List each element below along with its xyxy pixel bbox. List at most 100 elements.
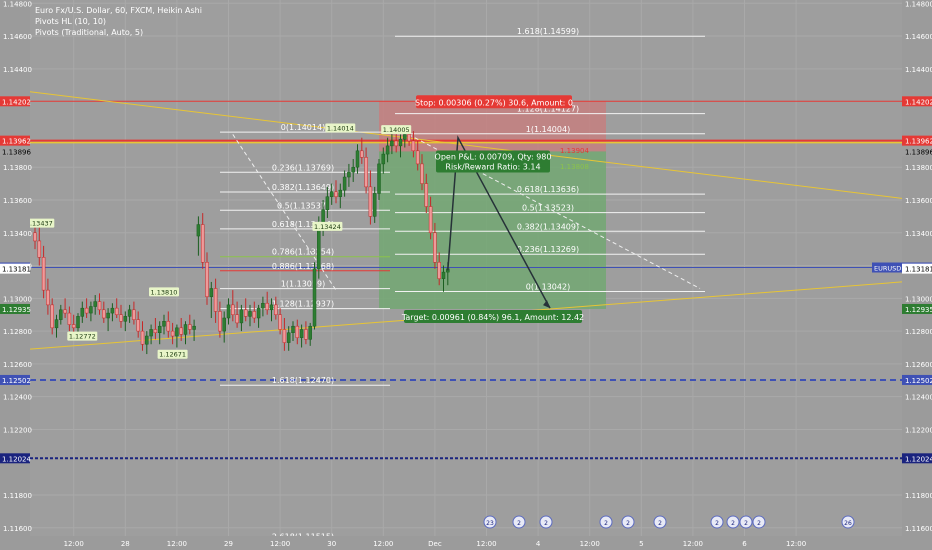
time-tick-label: 12:00 [683,540,703,548]
candle-body [179,327,183,335]
candle-body [149,329,153,337]
fib-level-label: 0.382(1.13409) [517,222,579,231]
projection-arrowhead [543,300,550,309]
candle-body [256,307,261,319]
pnl-label-text: Open P&L: 0.00709, Qty: 980 [435,152,552,161]
time-tick-label: 29 [224,540,233,548]
price-badge [902,453,932,464]
candle-body [127,309,132,317]
event-marker-label: 2 [517,520,521,527]
left-price-axis [0,0,30,550]
candle-body [218,311,222,332]
price-badge-label: 1.13181 [905,266,932,274]
left-price-badge-label: 1.13962 [2,138,31,146]
time-tick-label: 12:00 [786,540,806,548]
time-tick-label: 4 [536,540,541,548]
fib-level-label: 1.128(1.14127) [517,105,579,114]
candle-body [183,324,188,335]
event-marker [653,515,667,529]
left-price-tick-label: 1.14600 [3,33,32,41]
price-badge [902,374,932,385]
price-badge [902,303,932,314]
fib-level-label: 1(1.14004) [526,125,570,134]
candle-body [157,325,162,333]
candle-body [106,312,110,319]
event-marker-label: 2 [757,520,761,527]
price-tick-label: 1.13800 [905,164,932,172]
candle-body [33,232,37,242]
candle-body [381,153,386,165]
candle-body [89,306,93,314]
fib-left-level-label: 0.236(1.13769) [272,163,334,172]
candle-body [63,309,67,314]
event-marker [483,515,497,529]
target-label-box [404,309,582,323]
candle-body [437,262,441,279]
candle-body [200,224,205,263]
candle-body [119,314,123,322]
event-marker [621,515,635,529]
price-tick-label: 1.11600 [905,525,932,533]
time-tick-label: 12:00 [64,540,84,548]
time-tick-label: 12:00 [167,540,187,548]
legend-title: Euro Fx/U.S. Dollar, 60, FXCM, Heikin As… [35,6,202,15]
candle-body [338,189,343,197]
left-price-badge-label: 1.12935 [2,306,31,314]
chart-legend: Euro Fx/U.S. Dollar, 60, FXCM, Heikin As… [35,5,202,38]
trendline-upper [29,91,903,199]
candle-body [97,301,102,311]
candle-body [317,224,321,270]
candle-body [398,139,403,147]
price-tick-label: 1.13000 [905,295,932,303]
price-badge [902,146,932,157]
pivot-label-text: 1.13810 [151,288,178,296]
pivot-label-text: 1.12671 [159,351,186,359]
price-badge-label: 1.12024 [905,455,932,463]
pivot-label-text: 1.12772 [69,333,96,341]
price-tick-label: 1.11800 [905,492,932,500]
event-marker-label: 2 [626,520,630,527]
candle-body [209,288,214,297]
candle-body [162,321,166,327]
candle-body [424,183,429,207]
candle-body [304,329,308,340]
left-price-tick-label: 1.14400 [3,66,32,74]
pivot-label-box [325,123,356,133]
price-axis [902,0,932,550]
left-price-badge [0,453,30,464]
candle-body [291,325,295,333]
candle-body [166,321,171,332]
candle-body [407,134,411,142]
candle-body [110,307,115,314]
event-marker [512,515,526,529]
left-price-tick-label: 1.13600 [3,197,32,205]
event-marker [739,515,753,529]
candle-body [415,150,420,165]
event-marker-label: 2 [604,520,608,527]
price-tick-label: 1.13600 [905,197,932,205]
candle-body [282,329,287,343]
pivot-label-box [381,125,412,135]
candle-body [67,312,72,325]
candle-body [132,309,136,320]
candle-body [411,140,416,152]
event-marker-label: 23 [486,520,494,527]
candle-body [50,304,54,329]
candle-body [192,325,196,330]
candle-body [102,309,106,319]
left-price-badge [0,146,30,157]
legend-indicator-pivots-traditional: Pivots (Traditional, Auto, 5) [35,28,144,37]
left-price-badge [0,374,30,385]
time-axis [0,536,932,550]
price-badge-label: 1.13962 [905,138,932,146]
price-tick-label: 1.14600 [905,33,932,41]
time-tick-label: 6 [742,540,747,548]
time-tick-label: Dec [428,540,442,548]
event-markers: 23 2 2 2 2 2 2 2 2 2 26 [483,515,855,529]
price-badge-label: 1.14202 [905,98,932,106]
left-price-tick-label: 1.13000 [3,295,32,303]
target-label-text: Target: 0.00961 (0.84%) 96.1, Amount: 12… [401,313,584,322]
candle-body [205,262,209,297]
price-badge-label: 1.12935 [905,306,932,314]
